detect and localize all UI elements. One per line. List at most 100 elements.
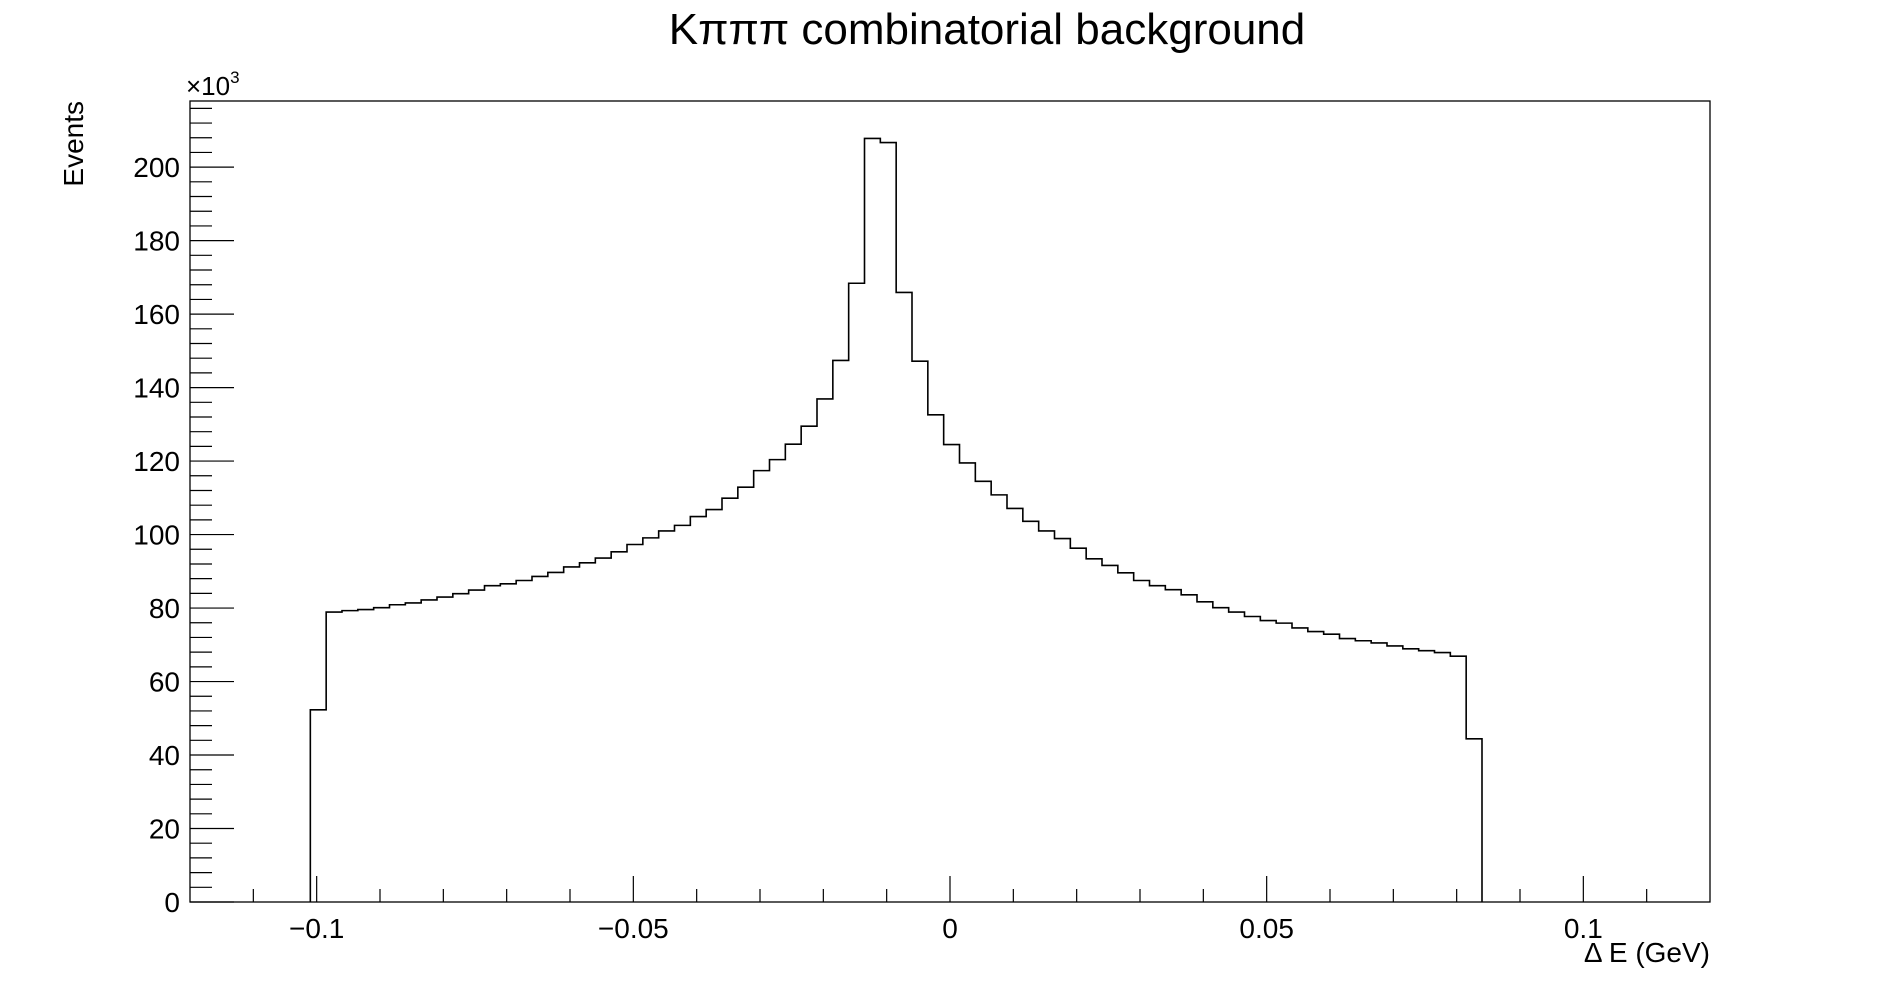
- histogram-bin: [421, 600, 437, 902]
- x-tick-label: 0: [942, 913, 958, 944]
- histogram-bin: [1276, 623, 1292, 902]
- histogram-bin: [453, 594, 469, 902]
- histogram-bin: [1039, 531, 1055, 902]
- y-multiplier-base: ×10: [186, 71, 230, 101]
- histogram-bin: [960, 463, 976, 902]
- histogram-bin: [500, 584, 516, 902]
- histogram-bin: [1023, 521, 1039, 902]
- histogram-bin: [1260, 621, 1276, 902]
- histogram-bin: [627, 544, 643, 902]
- y-tick-label: 80: [149, 593, 180, 624]
- histogram-bin: [580, 563, 596, 902]
- histogram-bin: [1450, 656, 1466, 902]
- histogram-bin: [722, 498, 738, 902]
- histogram-bin: [706, 510, 722, 902]
- histogram-bin: [1086, 559, 1102, 902]
- x-tick-label: −0.1: [289, 913, 344, 944]
- histogram-bin: [1197, 602, 1213, 902]
- histogram-bin: [532, 576, 548, 902]
- histogram-bin: [849, 283, 865, 902]
- histogram-bin: [865, 138, 881, 902]
- histogram-bin: [1213, 608, 1229, 902]
- histogram-bin: [611, 552, 627, 902]
- histogram-bin: [358, 610, 374, 902]
- y-tick-label: 120: [133, 446, 180, 477]
- histogram-bin: [801, 426, 817, 902]
- histogram-bin: [1403, 649, 1419, 902]
- histogram-bin: [1181, 595, 1197, 902]
- histogram-bin: [1324, 634, 1340, 902]
- histogram-bin: [1165, 590, 1181, 902]
- x-axis: −0.1 −0.05 0 0.05 0.1: [252, 876, 1648, 944]
- histogram-bin: [405, 603, 421, 902]
- histogram-bin: [548, 572, 564, 902]
- histogram-bin: [928, 415, 944, 902]
- histogram-bin: [675, 525, 691, 902]
- histogram-bin: [896, 292, 912, 902]
- histogram-bin: [564, 567, 580, 902]
- histogram-bin: [1355, 641, 1371, 902]
- histogram-bin: [1150, 586, 1166, 902]
- histogram-bin: [1340, 639, 1356, 902]
- histogram-bin: [1055, 539, 1071, 902]
- y-multiplier-exponent: 3: [230, 68, 239, 87]
- histogram-bin: [310, 710, 326, 902]
- histogram-bin: [1419, 651, 1435, 902]
- histogram-bin: [437, 597, 453, 902]
- histogram-bin: [485, 586, 501, 902]
- histogram-bin: [1134, 580, 1150, 902]
- histogram-bin: [659, 531, 675, 902]
- y-tick-label: 20: [149, 814, 180, 845]
- y-tick-label: 0: [164, 887, 180, 918]
- histogram-bin: [944, 445, 960, 902]
- y-axis-label: Events: [58, 101, 89, 187]
- x-axis-label: Δ E (GeV): [1584, 937, 1710, 968]
- histogram-bin: [975, 481, 991, 902]
- histogram-bin: [374, 608, 390, 902]
- histogram-bin: [738, 487, 754, 902]
- histogram-bin: [326, 612, 342, 902]
- histogram-bin: [1245, 617, 1261, 902]
- y-tick-label: 160: [133, 299, 180, 330]
- histogram-bin: [1308, 632, 1324, 902]
- histogram-bin: [390, 605, 406, 902]
- histogram-bin: [1435, 653, 1451, 902]
- histogram-bin: [1292, 628, 1308, 902]
- histogram-bin: [785, 444, 801, 902]
- histogram-bin: [469, 590, 485, 902]
- histogram-bin: [1070, 548, 1086, 902]
- y-tick-label: 40: [149, 740, 180, 771]
- histogram-bin: [991, 495, 1007, 902]
- histogram-bin: [880, 143, 896, 902]
- histogram-bin: [690, 517, 706, 902]
- chart-title: Kπππ combinatorial background: [669, 5, 1306, 54]
- histogram-bin: [643, 538, 659, 902]
- y-tick-label: 100: [133, 520, 180, 551]
- histogram-bin: [754, 471, 770, 902]
- histogram-bin: [1466, 739, 1482, 902]
- x-tick-label: 0.1: [1564, 913, 1603, 944]
- histogram-bin: [1118, 573, 1134, 902]
- y-tick-label: 200: [133, 152, 180, 183]
- histogram-bin: [1387, 646, 1403, 902]
- x-tick-label: −0.05: [598, 913, 669, 944]
- histogram-bin: [817, 399, 833, 902]
- histogram-bin: [833, 360, 849, 902]
- histogram-bin: [1229, 612, 1245, 902]
- y-tick-label: 60: [149, 667, 180, 698]
- x-tick-label: 0.05: [1239, 913, 1294, 944]
- histogram-bin: [1102, 565, 1118, 902]
- histogram-bin: [516, 580, 532, 902]
- histogram-outline: [309, 137, 1483, 902]
- y-axis: 0 20 40 60 80 100 120 140 160 180 200: [133, 107, 234, 918]
- histogram-bin: [342, 611, 358, 902]
- histogram-bin: [770, 460, 786, 902]
- histogram-bin: [1007, 508, 1023, 902]
- y-tick-label: 180: [133, 226, 180, 257]
- histogram-bin: [1371, 643, 1387, 902]
- y-axis-multiplier: ×103: [186, 68, 240, 101]
- histogram-bin: [595, 558, 611, 902]
- y-tick-label: 140: [133, 373, 180, 404]
- histogram-bin: [912, 361, 928, 902]
